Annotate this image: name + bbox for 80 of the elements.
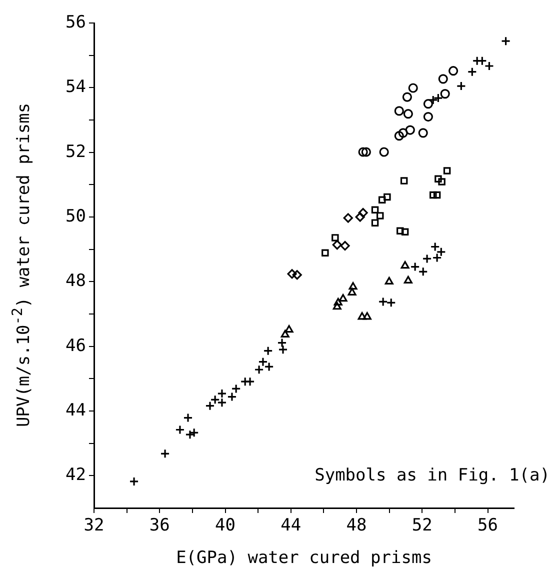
point: [358, 208, 368, 218]
point: [433, 191, 441, 199]
point: [400, 177, 408, 184]
point: [403, 109, 413, 119]
y-tick-label: 52: [66, 142, 86, 162]
point: [263, 346, 273, 356]
y-tick-label: 46: [66, 336, 86, 356]
point: [410, 262, 420, 272]
x-tick-label: 52: [412, 516, 432, 536]
point: [418, 128, 428, 138]
point: [386, 298, 396, 308]
point: [384, 276, 394, 284]
point: [408, 83, 418, 93]
point: [371, 206, 379, 214]
point: [429, 191, 437, 199]
point: [402, 92, 412, 102]
point: [401, 228, 409, 236]
point: [287, 269, 297, 279]
point: [423, 112, 433, 122]
point: [394, 106, 404, 116]
y-tick-label: 54: [66, 77, 86, 98]
point: [418, 266, 428, 276]
point: [398, 128, 408, 138]
x-tick-label: 48: [346, 516, 367, 536]
point: [358, 147, 368, 157]
point: [332, 240, 342, 250]
point: [440, 89, 450, 99]
point: [292, 270, 302, 280]
point: [334, 298, 342, 306]
annotation: Symbols as in Fig. 1(a): [314, 465, 550, 486]
point: [340, 240, 350, 251]
x-tick-label: 40: [215, 516, 236, 536]
point: [231, 384, 241, 394]
point: [348, 282, 358, 290]
point: [448, 66, 458, 76]
point: [160, 448, 170, 458]
point: [284, 325, 294, 333]
point: [443, 167, 451, 174]
point: [379, 147, 389, 157]
point: [500, 36, 511, 46]
y-tick-label: 42: [66, 465, 86, 486]
y-tick-label: 48: [66, 271, 86, 292]
point: [348, 288, 356, 296]
point: [338, 294, 348, 302]
point: [358, 312, 366, 320]
point: [362, 312, 372, 320]
point: [332, 302, 342, 310]
x-axis-title: E(GPa) water cured prisms: [176, 548, 432, 568]
point: [405, 125, 415, 135]
point: [376, 212, 384, 220]
point: [438, 74, 448, 84]
x-tick-label: 36: [149, 516, 170, 536]
point: [384, 193, 391, 201]
point: [467, 67, 477, 77]
y-tick-label: 56: [66, 12, 86, 32]
point: [396, 227, 404, 235]
point: [400, 261, 410, 269]
point: [277, 338, 287, 348]
point: [355, 212, 365, 222]
point: [394, 131, 404, 141]
point: [378, 296, 388, 307]
y-tick-label: 44: [66, 400, 86, 420]
point: [280, 330, 290, 338]
point: [343, 213, 353, 223]
point: [254, 364, 264, 374]
x-tick-label: 32: [84, 516, 104, 536]
x-tick-label: 56: [478, 516, 498, 536]
point: [378, 196, 386, 204]
point: [423, 99, 433, 109]
point: [404, 276, 412, 284]
point: [361, 147, 371, 157]
point: [322, 249, 329, 257]
point: [438, 178, 446, 186]
point: [422, 254, 432, 264]
point: [227, 392, 237, 402]
y-tick-label: 50: [66, 206, 86, 226]
point: [434, 175, 442, 182]
x-tick-label: 44: [280, 516, 302, 536]
point: [332, 234, 339, 242]
point: [371, 219, 379, 226]
